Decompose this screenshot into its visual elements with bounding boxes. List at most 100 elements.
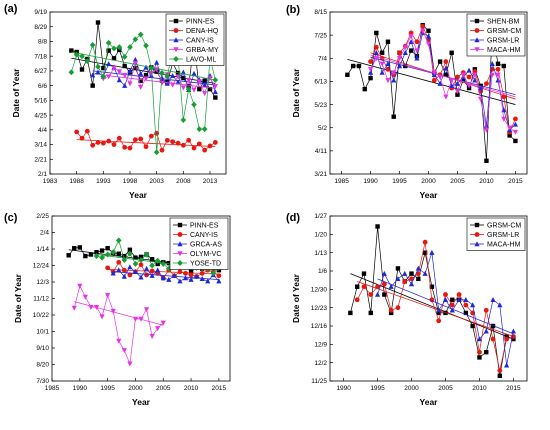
data-point <box>443 292 448 297</box>
y-tick-label: 3/21 <box>314 171 327 178</box>
data-point <box>483 307 489 313</box>
y-tick-label: 4/25 <box>34 112 47 119</box>
x-tick-label: 1985 <box>45 385 60 392</box>
data-point <box>379 50 385 55</box>
data-point <box>385 78 391 84</box>
data-point <box>443 59 449 64</box>
data-point <box>133 65 138 71</box>
y-tick-label: 5/23 <box>314 102 327 109</box>
data-point <box>415 271 421 277</box>
legend-label: MACA-HM <box>487 242 521 249</box>
y-tick-label: 8/20 <box>36 362 49 369</box>
data-point <box>149 272 155 278</box>
x-tick-label: 2015 <box>508 178 523 185</box>
data-point <box>212 84 218 90</box>
data-point <box>443 94 449 100</box>
data-point <box>121 53 128 60</box>
data-point <box>116 77 122 83</box>
data-point <box>362 86 367 92</box>
y-tick-label: 1/20 <box>314 232 327 239</box>
data-point <box>368 75 373 81</box>
data-point <box>148 65 155 72</box>
data-point <box>408 48 414 53</box>
data-point <box>490 336 496 342</box>
data-point <box>191 70 197 76</box>
data-point <box>191 87 197 93</box>
legend-label: CANY-IS <box>186 38 214 45</box>
trend-line <box>377 278 514 335</box>
data-point <box>420 28 426 34</box>
data-point <box>483 127 490 133</box>
data-point <box>483 122 490 128</box>
data-point <box>374 30 379 36</box>
data-point <box>429 249 435 255</box>
data-point <box>181 75 186 81</box>
data-point <box>409 271 414 276</box>
data-point <box>381 270 387 276</box>
data-point <box>497 373 503 378</box>
data-point <box>501 94 507 100</box>
data-point <box>456 297 462 303</box>
data-point <box>185 86 192 93</box>
data-point <box>89 41 96 48</box>
legend-marker <box>173 47 179 53</box>
data-point <box>402 45 408 51</box>
data-point <box>143 72 149 78</box>
trend-line <box>92 70 216 86</box>
x-tick-label: 1990 <box>73 385 88 392</box>
x-tick-label: 2005 <box>156 385 171 392</box>
data-point <box>138 262 144 268</box>
data-point <box>82 294 88 300</box>
data-point <box>164 80 170 86</box>
data-point <box>477 355 482 360</box>
y-tick-label: 3/14 <box>34 142 47 149</box>
data-point <box>105 39 112 46</box>
legend-label: GRSM-LR <box>487 232 519 239</box>
y-tick-label: 2/1 <box>38 171 47 178</box>
data-point <box>83 253 88 259</box>
data-point <box>507 125 513 131</box>
data-point <box>202 91 208 97</box>
data-point <box>478 85 484 91</box>
data-point <box>133 255 138 260</box>
data-point <box>402 279 408 284</box>
y-tick-label: 7/25 <box>314 32 327 39</box>
data-point <box>149 257 155 262</box>
data-point <box>385 60 391 66</box>
data-point <box>71 305 77 311</box>
data-point <box>397 50 402 56</box>
data-point <box>437 59 443 64</box>
data-point <box>138 274 144 280</box>
y-tick-label: 7/4 <box>318 55 327 62</box>
y-tick-label: 9/10 <box>36 345 49 352</box>
data-point <box>495 61 501 66</box>
legend-marker <box>474 18 480 24</box>
legend-marker <box>173 28 179 33</box>
series-lavo-ml <box>68 31 219 156</box>
data-point <box>501 63 507 69</box>
data-point <box>77 283 83 289</box>
data-point <box>137 31 144 38</box>
data-point <box>436 310 441 316</box>
data-point <box>88 304 94 310</box>
data-point <box>106 138 112 144</box>
data-point <box>132 60 138 66</box>
data-point <box>199 276 205 282</box>
series-line <box>356 242 514 371</box>
data-point <box>154 59 160 65</box>
legend-marker <box>173 56 179 62</box>
x-tick-label: 1990 <box>336 385 351 392</box>
data-point <box>510 328 517 334</box>
data-point <box>116 135 122 141</box>
data-point <box>450 297 455 303</box>
data-point <box>391 114 396 119</box>
x-tick-label: 2005 <box>450 178 465 185</box>
data-point <box>388 307 394 313</box>
y-tick-label: 5/16 <box>34 98 47 105</box>
series-grca-as <box>110 264 222 284</box>
data-point <box>512 121 519 127</box>
data-point <box>74 129 80 135</box>
x-axis-label: Year <box>420 397 439 407</box>
data-point <box>95 20 101 25</box>
